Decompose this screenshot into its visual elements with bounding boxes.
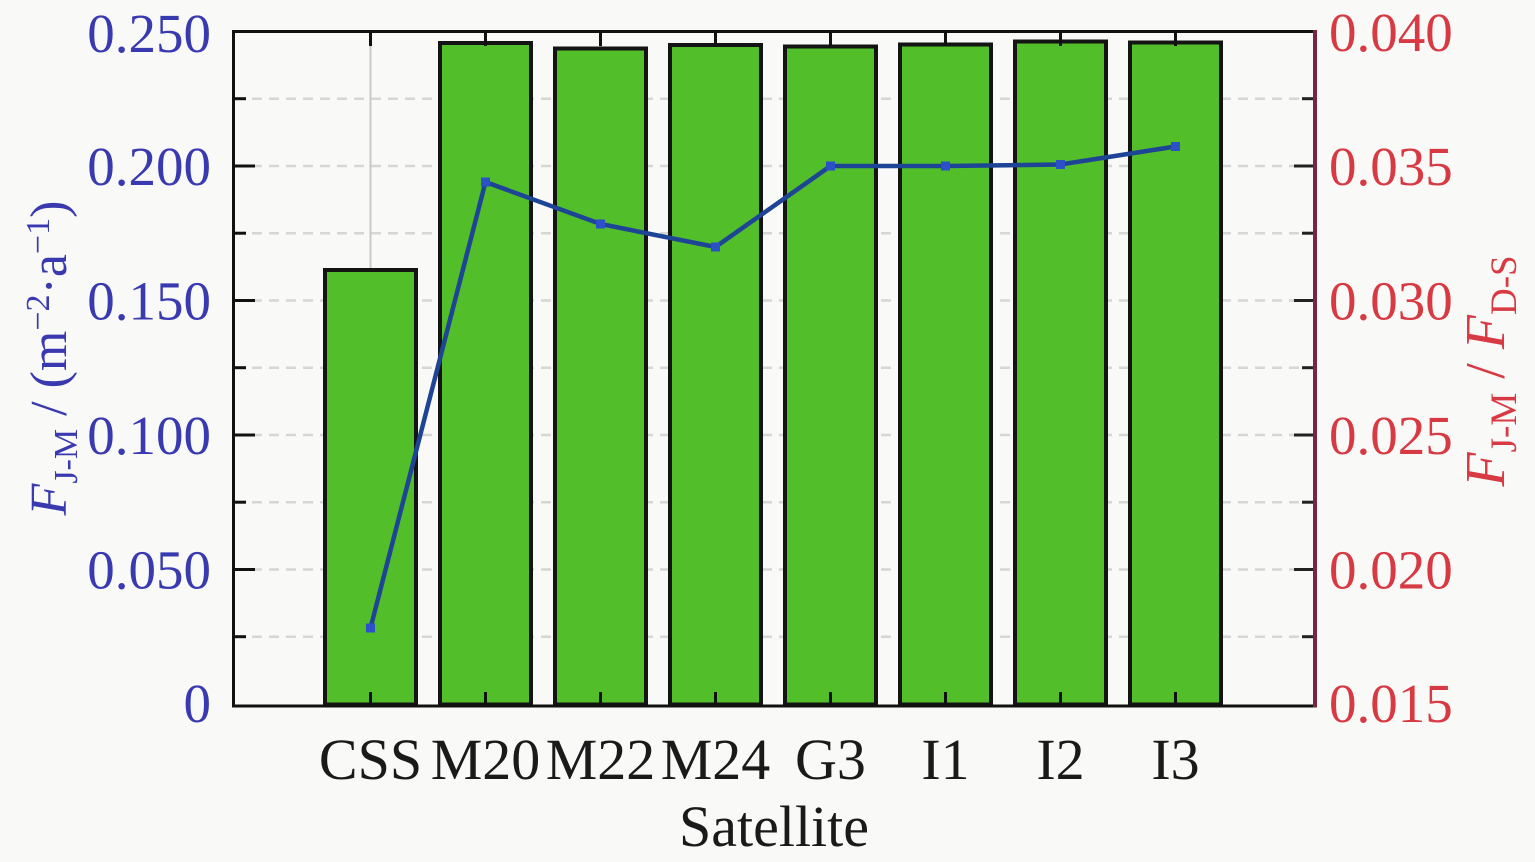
svg-text:M22: M22: [546, 727, 656, 792]
svg-text:FJ-M / (m−2·a−1): FJ-M / (m−2·a−1): [20, 201, 85, 517]
svg-text:M20: M20: [431, 727, 541, 792]
svg-text:CSS: CSS: [319, 727, 422, 792]
svg-text:M24: M24: [661, 727, 771, 792]
svg-text:0.015: 0.015: [1329, 673, 1453, 734]
svg-text:0.035: 0.035: [1329, 136, 1453, 197]
svg-text:I1: I1: [921, 727, 969, 792]
svg-text:0.150: 0.150: [87, 271, 211, 332]
svg-text:0.050: 0.050: [87, 540, 211, 601]
svg-text:0.200: 0.200: [87, 136, 211, 197]
svg-text:FJ-M / FD-S: FJ-M / FD-S: [1455, 255, 1525, 487]
svg-text:0: 0: [184, 673, 212, 734]
svg-text:I3: I3: [1151, 727, 1199, 792]
svg-text:0.100: 0.100: [87, 405, 211, 466]
svg-text:0.040: 0.040: [1329, 2, 1453, 63]
svg-text:0.025: 0.025: [1329, 405, 1453, 466]
svg-text:I2: I2: [1036, 727, 1084, 792]
svg-text:0.250: 0.250: [87, 3, 211, 64]
svg-text:0.020: 0.020: [1329, 540, 1453, 601]
svg-text:Satellite: Satellite: [679, 794, 869, 859]
svg-text:0.030: 0.030: [1329, 271, 1453, 332]
svg-text:G3: G3: [795, 727, 866, 792]
